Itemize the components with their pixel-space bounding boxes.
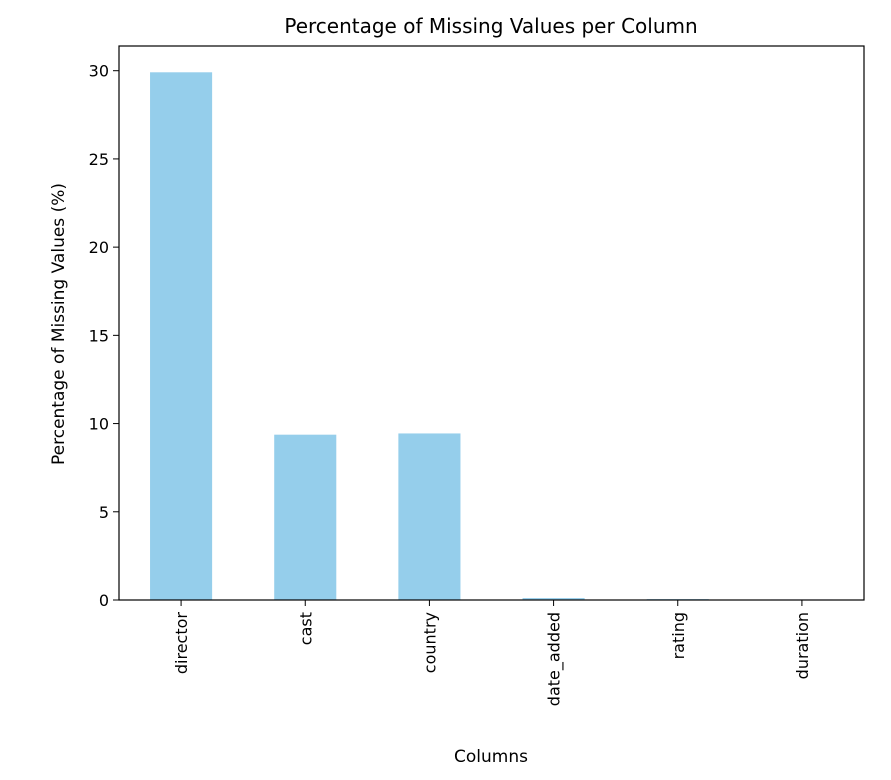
y-tick-label: 25 <box>89 150 109 169</box>
bar-date-added <box>522 598 585 600</box>
x-axis-title: Columns <box>454 747 528 767</box>
y-axis-ticks: 0 5 10 15 20 25 30 <box>89 62 119 610</box>
x-tick-label: rating <box>669 612 688 659</box>
bar-country <box>398 433 461 600</box>
plot-frame <box>118 45 865 601</box>
y-axis-title: Percentage of Missing Values (%) <box>49 183 69 465</box>
y-tick-label: 15 <box>89 326 109 345</box>
x-axis-ticks: director cast country date_added rating durat… <box>172 600 812 706</box>
x-tick-label: date_added <box>545 612 565 706</box>
y-tick-label: 5 <box>99 503 109 522</box>
x-tick-label: duration <box>793 612 812 679</box>
chart-title: Percentage of Missing Values per Column <box>284 14 697 38</box>
x-tick-label: cast <box>296 612 315 645</box>
bars-group <box>150 72 833 601</box>
x-tick-label: country <box>420 612 439 673</box>
y-tick-label: 10 <box>89 415 109 434</box>
y-tick-label: 0 <box>99 591 109 610</box>
y-tick-label: 20 <box>89 238 109 257</box>
bar-cast <box>274 434 337 600</box>
x-tick-label: director <box>172 612 191 675</box>
y-tick-label: 30 <box>89 62 109 81</box>
bar-director <box>150 72 213 601</box>
